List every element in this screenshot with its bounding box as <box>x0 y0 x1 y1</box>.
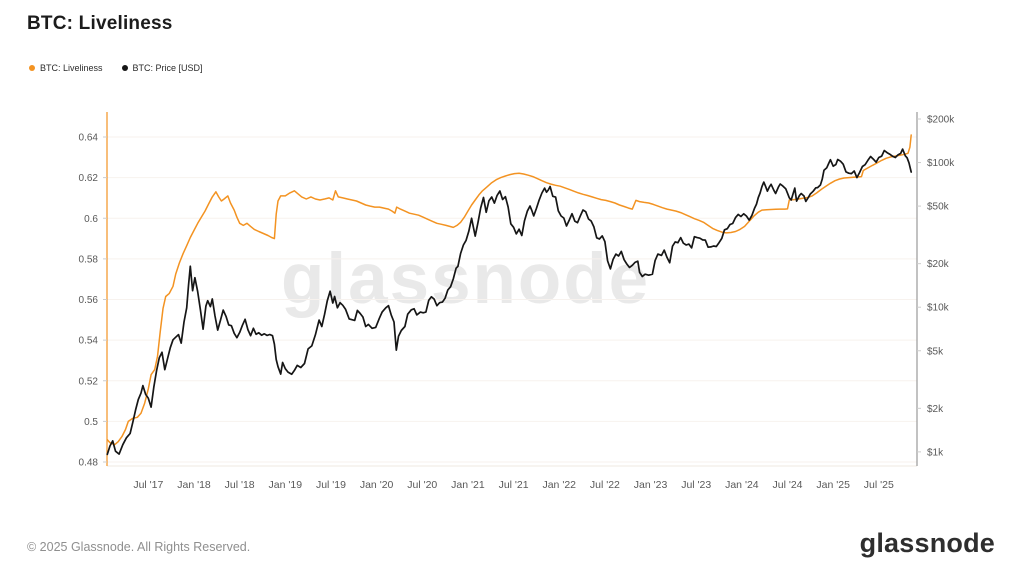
left-axis-tick-label: 0.58 <box>79 254 99 265</box>
liveliness-series-dot-icon <box>29 65 35 71</box>
series-line-price <box>106 148 913 456</box>
x-axis-tick-label: Jan '25 <box>816 479 850 491</box>
right-axis-tick-label: $2k <box>927 404 944 415</box>
left-axis-tick-label: 0.5 <box>84 417 98 428</box>
left-axis-tick-label: 0.6 <box>84 214 98 225</box>
x-axis-tick-label: Jul '20 <box>407 479 437 491</box>
legend-label-price: BTC: Price [USD] <box>132 63 203 73</box>
left-axis-tick-label: 0.62 <box>79 173 99 184</box>
x-axis-tick-label: Jan '18 <box>177 479 211 491</box>
x-axis-tick-label: Jul '23 <box>681 479 711 491</box>
x-axis-tick-label: Jan '23 <box>634 479 668 491</box>
x-axis-tick-label: Jul '24 <box>772 479 802 491</box>
x-axis-tick-label: Jan '20 <box>360 479 394 491</box>
x-axis-tick-label: Jul '25 <box>864 479 894 491</box>
x-axis-tick-label: Jul '22 <box>590 479 620 491</box>
right-axis-tick-label: $50k <box>927 202 950 213</box>
x-axis-tick-label: Jul '19 <box>316 479 346 491</box>
right-axis-tick-label: $20k <box>927 259 950 270</box>
glassnode-logo: glassnode <box>859 528 995 558</box>
right-axis-tick-label: $10k <box>927 303 950 314</box>
right-axis-tick-label: $200k <box>927 115 955 126</box>
left-axis-tick-label: 0.48 <box>79 458 99 469</box>
series-line-liveliness <box>106 134 912 446</box>
glassnode-watermark: glassnode <box>281 240 651 319</box>
price-series-dot-icon <box>121 65 128 71</box>
copyright-text: © 2025 Glassnode. All Rights Reserved. <box>27 540 251 554</box>
x-axis-tick-label: Jan '21 <box>451 479 485 491</box>
page-title: BTC: Liveliness <box>27 13 173 34</box>
left-axis-tick-label: 0.54 <box>79 336 99 347</box>
left-axis-tick-label: 0.56 <box>79 295 99 306</box>
right-axis-tick-label: $100k <box>927 158 955 169</box>
right-axis-tick-label: $1k <box>927 447 944 458</box>
x-axis-tick-label: Jul '21 <box>499 479 529 491</box>
legend-item-liveliness[interactable]: BTC: Liveliness <box>29 63 103 73</box>
left-axis-tick-label: 0.64 <box>79 133 99 144</box>
x-axis-tick-label: Jan '24 <box>725 479 759 491</box>
x-axis-tick-label: Jul '18 <box>225 479 255 491</box>
left-axis-tick-label: 0.52 <box>79 376 99 387</box>
legend-item-price[interactable]: BTC: Price [USD] <box>121 63 203 73</box>
x-axis-tick-label: Jan '22 <box>542 479 576 491</box>
chart-legend: BTC: Liveliness BTC: Price [USD] <box>29 63 203 73</box>
right-axis-tick-label: $5k <box>927 346 944 357</box>
x-axis-tick-label: Jul '17 <box>133 479 163 491</box>
x-axis-tick-label: Jan '19 <box>269 479 303 491</box>
legend-label-liveliness: BTC: Liveliness <box>40 63 103 73</box>
